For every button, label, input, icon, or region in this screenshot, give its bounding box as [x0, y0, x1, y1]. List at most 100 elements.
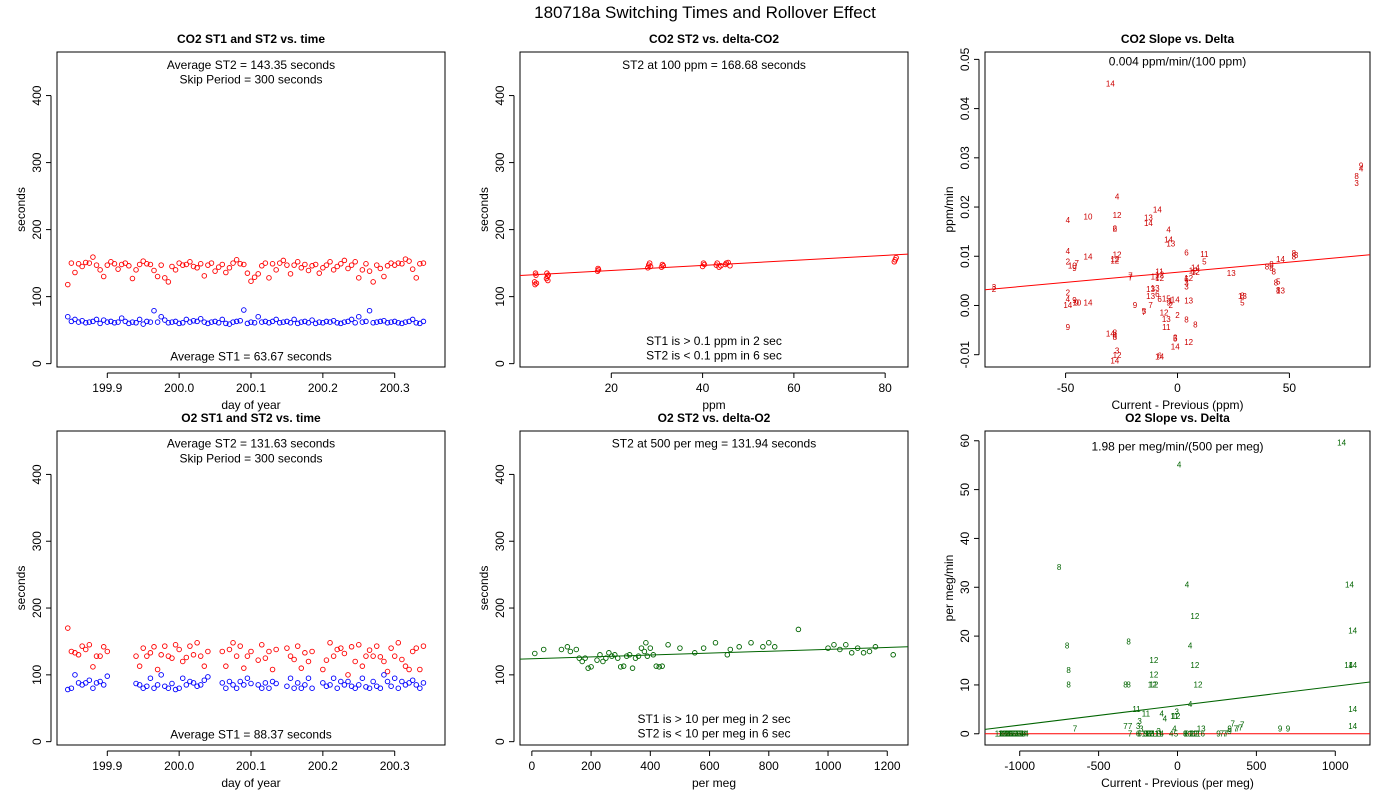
data-label: 11 [1162, 323, 1171, 332]
data-label: 14 [1276, 255, 1285, 264]
data-label: 3 [1156, 727, 1161, 736]
data-point [567, 648, 574, 655]
data-label: 4 [1166, 226, 1171, 235]
data-point [545, 277, 551, 284]
data-label: 3 [1354, 179, 1359, 188]
data-label: 8 [1066, 666, 1071, 675]
data-label: 8 [1265, 263, 1270, 272]
data-point [154, 319, 161, 325]
data-point [399, 678, 405, 685]
y-tick-label: 100 [30, 665, 44, 685]
data-point [183, 682, 190, 688]
data-point [413, 645, 420, 651]
data-point [302, 682, 308, 688]
data-point [366, 268, 373, 274]
data-label: 7 [1240, 720, 1245, 729]
data-label: 15 [1007, 729, 1016, 738]
data-point [377, 654, 384, 660]
data-point [269, 666, 276, 673]
data-label: 3 [1184, 278, 1189, 287]
data-point [223, 663, 229, 669]
data-point [237, 318, 243, 324]
data-point [129, 319, 136, 325]
plot-area [520, 626, 908, 671]
data-point [359, 267, 366, 273]
data-point [237, 643, 243, 649]
data-point [345, 672, 351, 678]
data-point [363, 261, 369, 267]
x-axis-label: ppm [702, 398, 725, 412]
x-tick-label: 200.0 [164, 381, 194, 395]
data-point [643, 640, 649, 646]
data-label: 2 [1066, 289, 1071, 298]
data-label: 14 [1153, 205, 1162, 214]
data-point [133, 680, 139, 687]
data-point [108, 318, 114, 325]
data-point [409, 648, 416, 655]
data-point [219, 680, 226, 686]
data-label: 4 [1188, 641, 1193, 650]
data-point [388, 319, 394, 325]
data-point [136, 316, 143, 323]
data-point [262, 318, 269, 325]
data-label: 14 [1344, 661, 1353, 670]
data-label: 3 [1173, 333, 1178, 342]
data-label: 12 [1171, 712, 1180, 721]
data-label: 8 [1123, 680, 1128, 689]
data-point [266, 685, 272, 691]
data-point [259, 263, 265, 269]
x-tick-label: 1000 [815, 759, 842, 773]
data-point [208, 319, 215, 325]
data-point [647, 645, 654, 651]
data-label: 12 [1110, 257, 1119, 266]
data-point [545, 272, 552, 278]
data-point [866, 648, 873, 655]
data-label: 14 [1017, 729, 1026, 738]
x-axis-label: day of year [221, 398, 280, 412]
data-point [172, 642, 179, 648]
data-point [294, 259, 301, 265]
data-point [165, 320, 172, 326]
data-point [893, 255, 899, 261]
data-point [151, 307, 157, 314]
data-point [825, 645, 831, 651]
data-point [100, 682, 107, 688]
data-label: 12 [1194, 680, 1203, 689]
data-point [162, 275, 168, 281]
data-point [316, 270, 323, 276]
data-point [395, 320, 402, 326]
y-tick-label: 60 [958, 434, 972, 448]
data-point [338, 645, 344, 651]
data-label: 6 [1157, 352, 1162, 361]
data-point [359, 319, 366, 325]
data-point [144, 653, 150, 659]
data-label: 14 [1171, 296, 1180, 305]
data-point [327, 259, 333, 265]
data-point [334, 646, 340, 653]
data-point [532, 281, 538, 288]
data-point [82, 680, 89, 686]
data-point [323, 683, 330, 689]
data-point [259, 685, 265, 691]
data-point [795, 626, 802, 633]
data-label: 8 [1269, 264, 1274, 273]
data-point [79, 263, 85, 270]
y-tick-label: 0 [30, 360, 44, 367]
data-label: 12 [1113, 250, 1122, 259]
y-tick-label: 0 [493, 360, 507, 367]
data-point [291, 316, 297, 323]
data-point [381, 672, 387, 678]
data-label: 11 [1200, 250, 1209, 259]
data-point [255, 657, 261, 663]
data-label: 7 [1128, 271, 1133, 280]
y-tick-label: 40 [958, 531, 972, 545]
data-label: 13 [1146, 285, 1155, 294]
x-tick-label: 0 [1174, 759, 1181, 773]
data-point [330, 653, 337, 659]
data-point [219, 648, 226, 655]
data-point [262, 260, 269, 266]
data-label: 8 [1184, 316, 1189, 325]
data-label: 15 [1011, 729, 1020, 738]
data-point [251, 274, 258, 280]
